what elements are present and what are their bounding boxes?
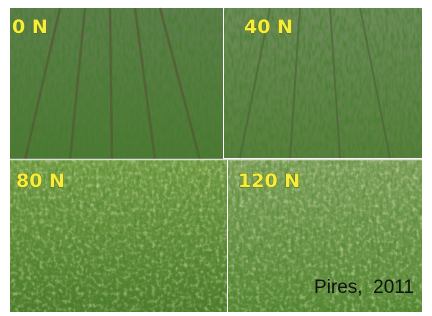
caption: Pires, 2011: [314, 277, 414, 298]
panel-label: 80 N: [16, 170, 65, 192]
panel-label: 120 N: [238, 170, 300, 192]
panel-label: 40 N: [244, 16, 293, 38]
figure: 0 N 40 N 80 N 120 N Pires, 2011: [0, 0, 432, 316]
panel-label: 0 N: [12, 16, 48, 38]
